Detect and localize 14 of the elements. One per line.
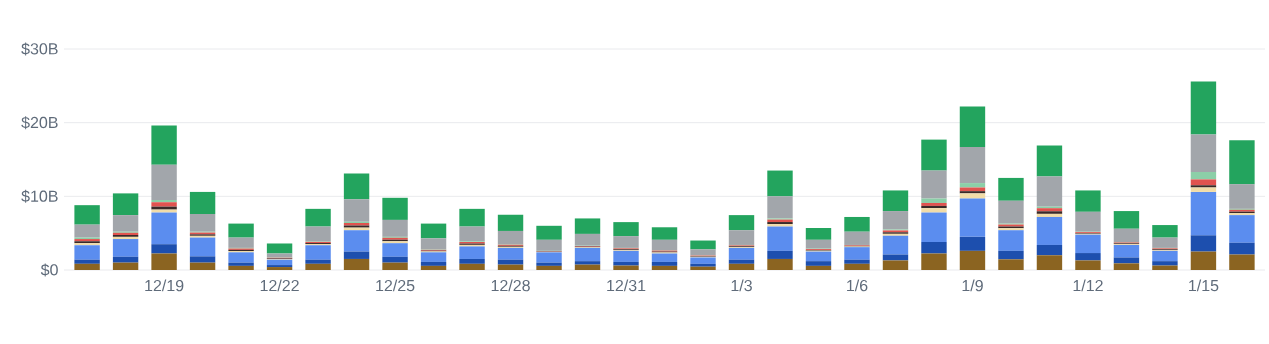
y-tick-label: $10B (21, 189, 58, 203)
x-tick-label: 1/3 (731, 279, 752, 292)
x-tick-label: 12/28 (491, 279, 530, 292)
x-tick-label: 1/9 (962, 279, 983, 292)
x-tick-label: 12/22 (260, 279, 299, 292)
x-tick-label: 12/25 (376, 279, 415, 292)
y-tick-label: $30B (21, 42, 58, 56)
x-tick-label: 1/15 (1189, 279, 1219, 292)
y-tick-label: $0 (40, 263, 58, 277)
x-tick-label: 1/6 (847, 279, 868, 292)
x-tick-label: 1/12 (1073, 279, 1103, 292)
x-tick-label: 12/31 (607, 279, 646, 292)
x-tick-label: 12/19 (145, 279, 184, 292)
y-tick-label: $20B (21, 116, 58, 130)
